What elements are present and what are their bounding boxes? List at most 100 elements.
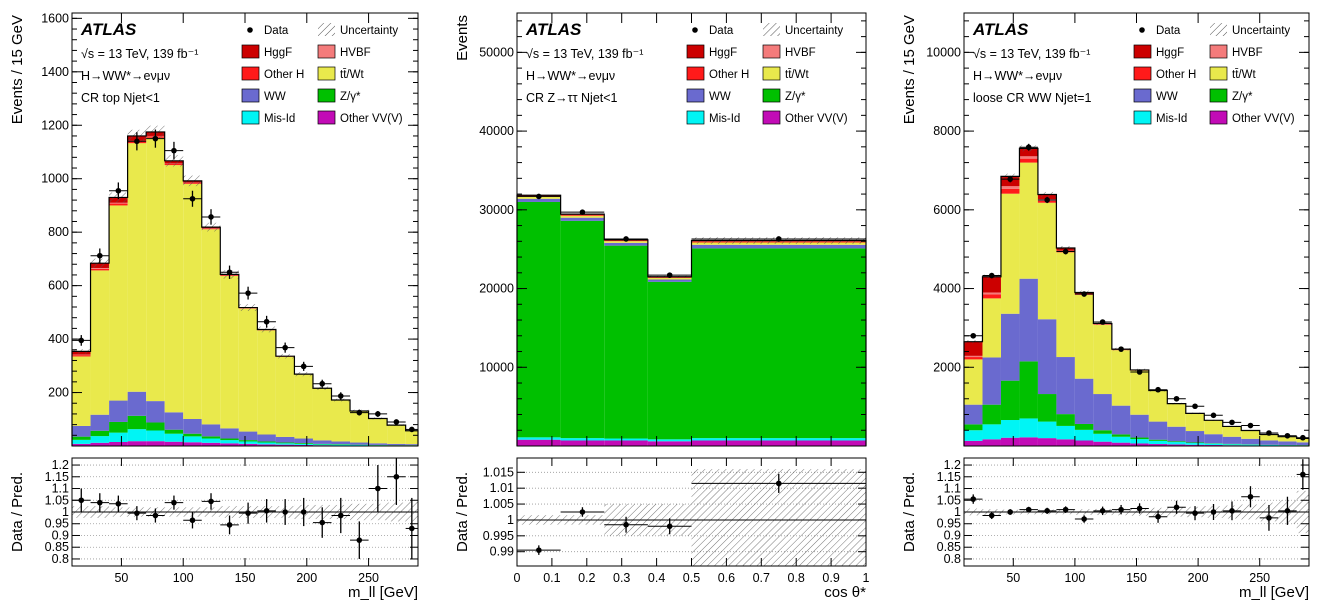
ratio-y-tick-label: 1.15 xyxy=(45,470,69,484)
bar xyxy=(1056,357,1075,415)
x-tick-label: 0.9 xyxy=(822,571,839,585)
bar xyxy=(560,438,605,441)
bar xyxy=(1204,443,1223,446)
bar xyxy=(238,308,258,432)
y-tick-label: 6000 xyxy=(933,203,961,217)
bar xyxy=(1037,319,1057,395)
y-tick-label: 800 xyxy=(48,225,69,239)
series-tt-wt xyxy=(72,137,418,445)
legend-swatch xyxy=(1209,88,1228,103)
data-point xyxy=(208,214,214,220)
data-point xyxy=(171,147,177,154)
bar xyxy=(220,438,239,441)
bar xyxy=(982,294,1001,299)
bar xyxy=(127,441,147,446)
bar xyxy=(1074,294,1094,379)
y-tick-label: 200 xyxy=(48,386,69,400)
bar xyxy=(331,444,351,445)
bar xyxy=(1000,313,1020,381)
data-point xyxy=(1247,422,1254,429)
legend-swatch xyxy=(317,66,336,81)
bar xyxy=(350,442,369,445)
bar xyxy=(560,214,605,216)
legend-label: HggF xyxy=(264,47,292,59)
legend-swatch xyxy=(762,88,781,103)
bar xyxy=(201,442,221,446)
x-tick-label: 0.6 xyxy=(718,571,735,585)
info-energy: √s = 13 TeV, 139 fb⁻¹ xyxy=(81,47,198,61)
legend-swatch xyxy=(686,88,705,103)
x-tick-label: 250 xyxy=(358,571,379,585)
bar xyxy=(72,356,91,426)
ratio-point xyxy=(226,522,233,528)
series-z- xyxy=(517,201,866,440)
bar xyxy=(560,220,605,439)
x-tick-label: 0.3 xyxy=(613,571,630,585)
legend-swatch xyxy=(241,88,260,103)
info-region: CR top Njet<1 xyxy=(81,91,160,105)
series-mis-id xyxy=(517,437,866,442)
ratio-y-tick-label: 1.15 xyxy=(937,470,961,484)
data-point xyxy=(134,138,140,145)
bar xyxy=(1056,425,1075,440)
y-tick-label: 4000 xyxy=(933,282,961,296)
ratio-point xyxy=(1044,508,1050,514)
bar xyxy=(331,444,351,446)
legend-label: Other H xyxy=(264,69,304,81)
bar xyxy=(1148,439,1168,441)
x-tick-label: 50 xyxy=(114,571,128,585)
legend-uncertainty-swatch xyxy=(763,23,780,36)
bar xyxy=(1278,441,1297,445)
bar xyxy=(201,438,221,443)
bar xyxy=(1222,436,1242,444)
bar xyxy=(146,401,165,423)
data-point xyxy=(970,332,977,339)
legend-swatch xyxy=(762,44,781,59)
ratio-y-tick-label: 0.85 xyxy=(937,540,961,554)
bar xyxy=(1093,441,1112,446)
bar xyxy=(982,292,1001,295)
bar xyxy=(72,354,91,356)
bar xyxy=(560,215,605,218)
bar xyxy=(1074,429,1094,441)
data-point xyxy=(393,419,400,425)
bar xyxy=(1167,444,1186,446)
bar xyxy=(647,277,692,280)
bar xyxy=(238,440,258,442)
legend-label: Z/γ* xyxy=(785,91,806,103)
x-tick-label: 100 xyxy=(1064,571,1085,585)
ratio-point xyxy=(282,509,288,515)
legend-swatch xyxy=(241,66,260,81)
bar xyxy=(146,441,165,446)
bar xyxy=(312,443,332,445)
bar xyxy=(275,443,295,445)
bar xyxy=(164,441,184,446)
data-point xyxy=(282,344,288,351)
ratio-point xyxy=(1118,506,1124,513)
bar xyxy=(691,248,866,439)
bar xyxy=(294,374,313,439)
legend-label: Z/γ* xyxy=(340,91,361,103)
bar xyxy=(691,438,866,441)
legend-label: Data xyxy=(264,25,289,37)
data-point xyxy=(115,187,122,194)
x-axis-label: cos θ* xyxy=(824,584,866,601)
bar xyxy=(517,201,561,438)
ratio-y-tick-label: 0.8 xyxy=(944,552,961,566)
bar xyxy=(294,443,313,444)
x-tick-label: 0.1 xyxy=(543,571,560,585)
bar xyxy=(982,424,1001,440)
bar xyxy=(1111,350,1131,406)
bar xyxy=(164,433,184,442)
ratio-point xyxy=(97,499,103,506)
ratio-y-tick-label: 1 xyxy=(507,513,514,527)
legend-label: WW xyxy=(264,91,286,103)
bar xyxy=(90,268,110,271)
legend-uncertainty-swatch xyxy=(1210,23,1227,36)
bar xyxy=(1093,433,1112,442)
ratio-point xyxy=(1062,506,1069,513)
bar xyxy=(109,400,128,422)
info-energy: √s = 13 TeV, 139 fb⁻¹ xyxy=(973,47,1090,61)
ratio-y-tick-label: 0.95 xyxy=(937,517,961,531)
y-tick-label: 10000 xyxy=(479,360,514,374)
